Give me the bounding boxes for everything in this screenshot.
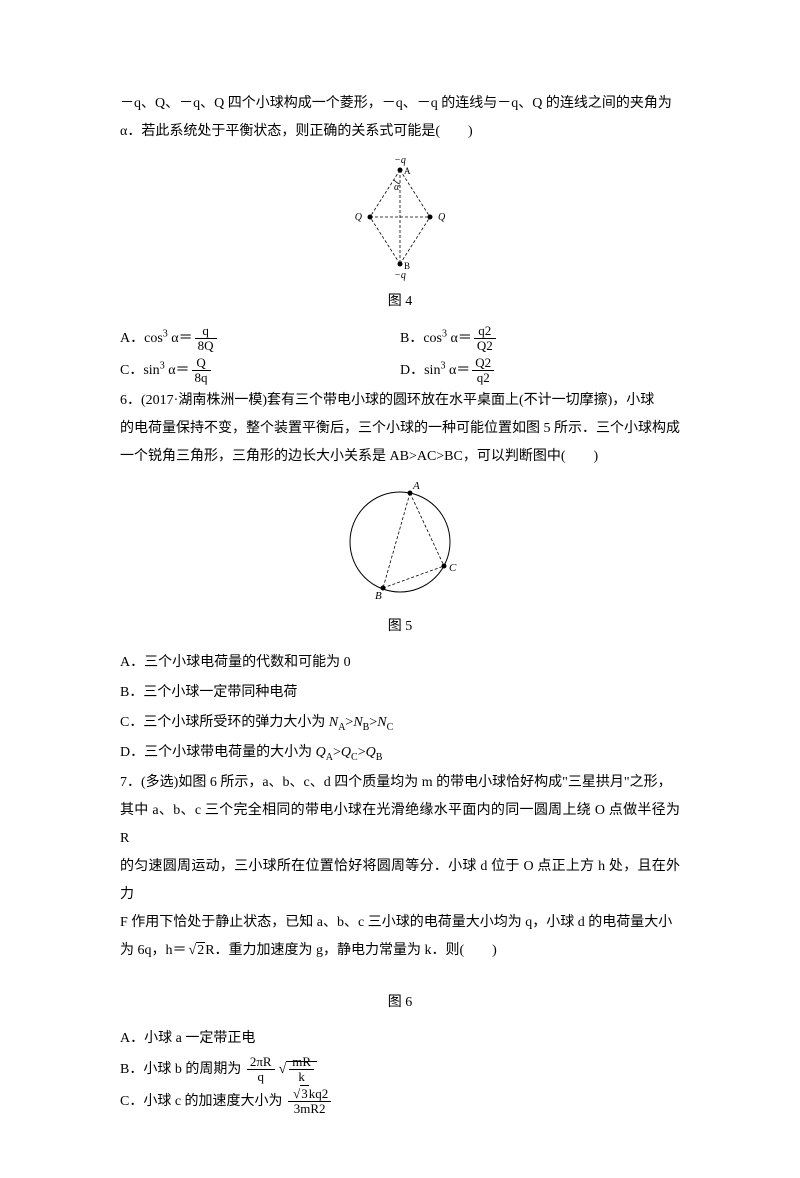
q7-l1: 7．(多选)如图 6 所示，a、b、c、d 四个质量均为 m 的带电小球恰好构成… [120,769,680,797]
q6-C: C [449,562,457,574]
q5-left-label: Q [355,212,363,223]
q6-figure: A B C [335,477,465,607]
q6-A: A [412,480,420,492]
q6-optD-B: B [376,752,383,763]
q6-optB: B．三个小球一定带同种电荷 [120,679,680,707]
q5-opts-row1: A．cos3 α＝q8Q B．cos3 α＝q2Q2 [120,324,680,354]
q5-alpha: α [394,182,400,193]
q6-optC-pre: C．三个小球所受环的弹力大小为 [120,715,329,730]
q6-optC-N3: N [377,715,386,730]
q5-optB-pre: B．cos [400,331,442,346]
q7-l4: F 作用下恰处于静止状态，已知 a、b、c 三小球的电荷量大小均为 q，小球 d… [120,909,680,937]
q7-l2: 其中 a、b、c 三个完全相同的带电小球在光滑绝缘水平面内的同一圆周上绕 O 点… [120,797,680,853]
q7-l5-post: R．重力加速度为 g，静电力常量为 k．则( ) [205,943,497,958]
q5-optA-frac: q8Q [195,324,217,354]
q7-optB-sqrt: mRk [277,1055,317,1085]
q7-l5: 为 6q，h＝2R．重力加速度为 g，静电力常量为 k．则( ) [120,937,680,965]
q7-optB: B．小球 b 的周期为 2πRqmRk [120,1055,680,1085]
q5-optD-pre: D．sin [400,363,440,378]
q6-optC-N1: N [329,715,338,730]
q7-l3: 的匀速圆周运动，三小球所在位置恰好将圆周等分．小球 d 位于 O 点正上方 h … [120,853,680,909]
q6-l1: 6．(2017·湖南株洲一模)套有三个带电小球的圆环放在水平桌面上(不计一切摩擦… [120,387,680,415]
q5-optA-mid: α＝ [168,331,193,346]
q5-optC-pre: C．sin [120,363,160,378]
q7-optA: A．小球 a 一定带正电 [120,1025,680,1053]
q5-optC: C．sin3 α＝Q8q [120,356,400,386]
q6-optC-C: C [387,722,394,733]
q6-optD-Q3: Q [366,745,376,760]
q6-optD-gt2: > [358,745,366,760]
q5-opts-row2: C．sin3 α＝Q8q D．sin3 α＝Q2q2 [120,356,680,386]
q6-optA: A．三个小球电荷量的代数和可能为 0 [120,649,680,677]
q7-optC-pre: C．小球 c 的加速度大小为 [120,1094,286,1109]
q5-line2: α．若此系统处于平衡状态，则正确的关系式可能是( ) [120,118,680,146]
q6-l2: 的电荷量保持不变，整个装置平衡后，三个小球的一种可能位置如图 5 所示．三个小球… [120,415,680,443]
q6-optD-Q2: Q [341,745,351,760]
q6-B: B [375,590,382,602]
q5-optC-mid: α＝ [165,363,190,378]
q6-optD-A: A [326,752,333,763]
q7-figure-placeholder [120,965,680,985]
q6-optC-N2: N [353,715,362,730]
q5-figure: −q A −q B Q Q α [340,152,460,282]
q6-caption: 图 5 [120,613,680,641]
q5-caption: 图 4 [120,288,680,316]
q7-optB-frac: 2πRq [247,1055,275,1085]
q6-optD-gt1: > [333,745,341,760]
q6-optD-pre: D．三个小球带电荷量的大小为 [120,745,316,760]
q5-line1: －q、Q、－q、Q 四个小球构成一个菱形，－q、－q 的连线与－q、Q 的连线之… [120,90,680,118]
q7-optC-frac: 3kq23mR2 [288,1087,331,1117]
q5-optD-frac: Q2q2 [472,356,494,386]
q7-optC: C．小球 c 的加速度大小为 3kq23mR2 [120,1087,680,1117]
q6-l3: 一个锐角三角形，三角形的边长大小关系是 AB>AC>BC，可以判断图中( ) [120,443,680,471]
q6-optC: C．三个小球所受环的弹力大小为 NA>NB>NC [120,709,680,737]
q5-B-label: B [404,261,410,271]
q7-l5-pre: 为 6q，h＝ [120,943,187,958]
q5-right-label: Q [438,212,446,223]
q5-optD-mid: α＝ [445,363,470,378]
q7-optB-pre: B．小球 b 的周期为 [120,1062,245,1077]
q5-top-label: −q [394,155,406,166]
q5-optD: D．sin3 α＝Q2q2 [400,356,680,386]
q5-optB-mid: α＝ [447,331,472,346]
q7-caption: 图 6 [120,989,680,1017]
q6-optD-C: C [351,752,358,763]
q6-optD: D．三个小球带电荷量的大小为 QA>QC>QB [120,739,680,767]
q5-optA: A．cos3 α＝q8Q [120,324,400,354]
q5-A-label: A [404,166,411,176]
q5-optB: B．cos3 α＝q2Q2 [400,324,680,354]
q5-bottom-label: −q [394,270,406,281]
q5-optC-frac: Q8q [192,356,211,386]
q7-l5-sqrt: 2 [187,937,206,965]
q6-optD-Q1: Q [316,745,326,760]
q5-optB-frac: q2Q2 [474,324,496,354]
q5-optA-pre: A．cos [120,331,163,346]
